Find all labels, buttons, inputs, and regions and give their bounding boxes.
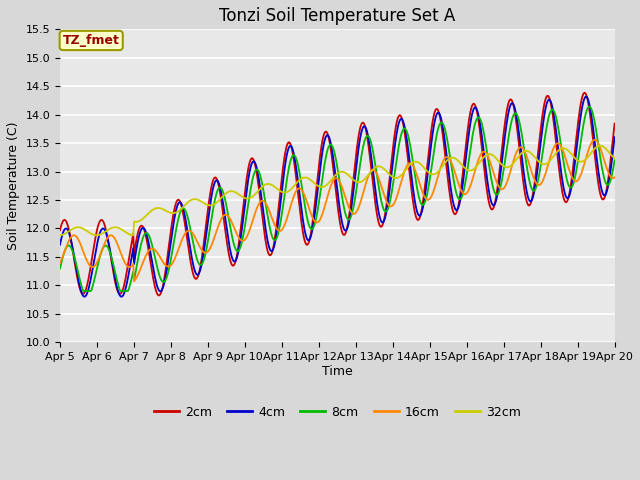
- Title: Tonzi Soil Temperature Set A: Tonzi Soil Temperature Set A: [219, 7, 456, 25]
- X-axis label: Time: Time: [322, 365, 353, 378]
- Text: TZ_fmet: TZ_fmet: [63, 34, 120, 47]
- Y-axis label: Soil Temperature (C): Soil Temperature (C): [7, 121, 20, 250]
- Legend: 2cm, 4cm, 8cm, 16cm, 32cm: 2cm, 4cm, 8cm, 16cm, 32cm: [148, 401, 526, 423]
